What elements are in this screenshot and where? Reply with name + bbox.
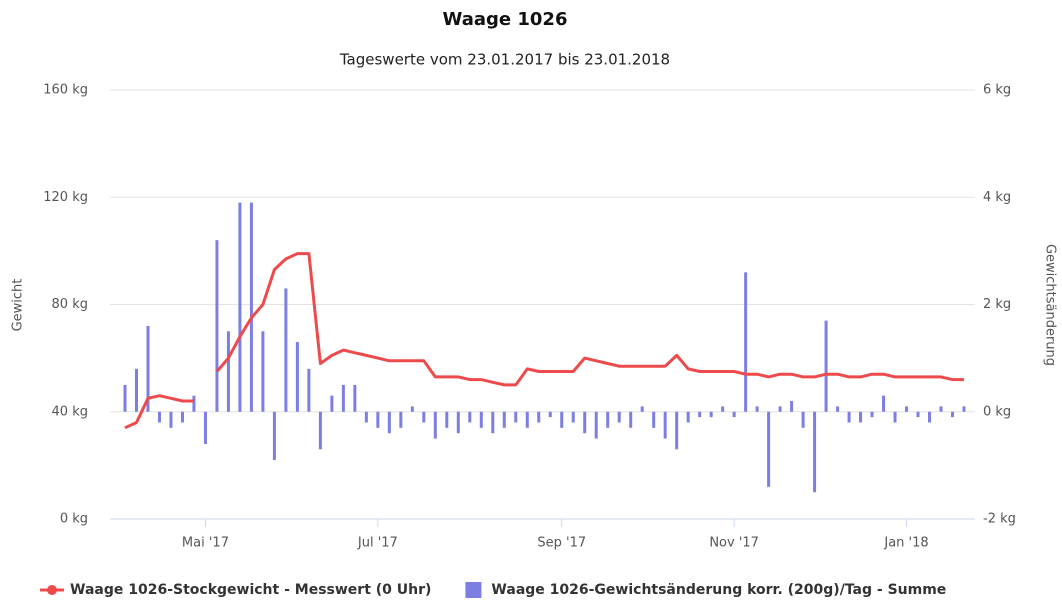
bar xyxy=(813,411,817,493)
bar xyxy=(709,411,713,418)
bar xyxy=(882,395,886,412)
bar xyxy=(652,411,656,428)
x-tick-label: Nov '17 xyxy=(709,536,759,551)
y2-tick-label: 2 kg xyxy=(983,297,1011,312)
x-tick-label: Sep '17 xyxy=(537,536,586,551)
bar xyxy=(905,406,909,412)
bar xyxy=(261,331,265,412)
bar xyxy=(123,384,127,412)
bar xyxy=(491,411,495,434)
bar xyxy=(755,406,759,412)
bar xyxy=(606,411,610,428)
bar xyxy=(928,411,932,423)
bar xyxy=(870,411,874,418)
y2-axis-title: Gewichtsänderung xyxy=(1043,244,1058,366)
bar xyxy=(387,411,391,434)
legend-label: Waage 1026-Stockgewicht - Messwert (0 Uh… xyxy=(70,582,431,598)
bar xyxy=(571,411,575,423)
bar xyxy=(295,342,299,412)
bar xyxy=(847,411,851,423)
x-tick-label: Jul '17 xyxy=(357,536,398,551)
bar xyxy=(422,411,426,423)
bar xyxy=(445,411,449,428)
bar xyxy=(376,411,380,428)
bar xyxy=(801,411,805,428)
bar xyxy=(180,411,184,423)
bar xyxy=(146,325,150,412)
bar xyxy=(916,411,920,418)
x-tick-label: Mai '17 xyxy=(182,536,229,551)
bar xyxy=(238,202,242,412)
bar xyxy=(215,240,219,412)
bar xyxy=(399,411,403,428)
bar xyxy=(433,411,437,439)
bar xyxy=(330,395,334,412)
bar xyxy=(192,395,196,412)
bar xyxy=(721,406,725,412)
chart-title: Waage 1026 xyxy=(443,9,568,30)
bar xyxy=(893,411,897,423)
bar xyxy=(686,411,690,423)
bar xyxy=(560,411,564,428)
y2-tick-label: -2 kg xyxy=(983,512,1016,527)
y-tick-label: 160 kg xyxy=(43,83,88,98)
y-tick-label: 40 kg xyxy=(52,404,88,419)
bar xyxy=(318,411,322,450)
y-axis-title: Gewicht xyxy=(11,279,26,332)
bar xyxy=(514,411,518,423)
legend-label: Waage 1026-Gewichtsänderung korr. (200g)… xyxy=(491,582,946,598)
bar xyxy=(410,406,414,412)
bar xyxy=(537,411,541,423)
bar xyxy=(249,202,253,412)
bar xyxy=(284,288,288,412)
bar xyxy=(134,368,138,412)
bar xyxy=(698,411,702,418)
bar xyxy=(456,411,460,434)
bar xyxy=(951,411,955,418)
bar xyxy=(594,411,598,439)
bar xyxy=(307,368,311,412)
bar xyxy=(479,411,483,428)
bar xyxy=(203,411,207,444)
bar xyxy=(468,411,472,423)
legend-symbol xyxy=(47,585,57,595)
bar xyxy=(169,411,173,428)
bar xyxy=(272,411,276,461)
bar xyxy=(617,411,621,423)
bar xyxy=(767,411,771,487)
bar xyxy=(157,411,161,423)
y2-tick-label: 4 kg xyxy=(983,190,1011,205)
bar xyxy=(640,406,644,412)
y-tick-label: 0 kg xyxy=(60,512,88,527)
bar xyxy=(583,411,587,434)
bar xyxy=(226,331,230,412)
y2-tick-label: 6 kg xyxy=(983,83,1011,98)
bar xyxy=(744,272,748,412)
y-tick-label: 120 kg xyxy=(43,190,88,205)
bar xyxy=(824,320,828,412)
bar xyxy=(939,406,943,412)
line xyxy=(124,252,964,430)
bar xyxy=(502,411,506,428)
bar xyxy=(859,411,863,423)
bar xyxy=(353,384,357,412)
bar xyxy=(364,411,368,423)
x-tick-label: Jan '18 xyxy=(883,536,928,551)
bar xyxy=(836,406,840,412)
chart-subtitle: Tageswerte vom 23.01.2017 bis 23.01.2018 xyxy=(339,51,670,69)
bar xyxy=(732,411,736,418)
y-tick-label: 80 kg xyxy=(52,297,88,312)
bar xyxy=(548,411,552,418)
legend-symbol xyxy=(465,582,482,598)
bar xyxy=(629,411,633,428)
bar xyxy=(341,384,345,412)
bar xyxy=(778,406,782,412)
bar xyxy=(962,406,966,412)
bar xyxy=(663,411,667,439)
bar xyxy=(790,401,794,412)
bar xyxy=(525,411,529,428)
bar xyxy=(675,411,679,450)
y2-tick-label: 0 kg xyxy=(983,404,1011,419)
